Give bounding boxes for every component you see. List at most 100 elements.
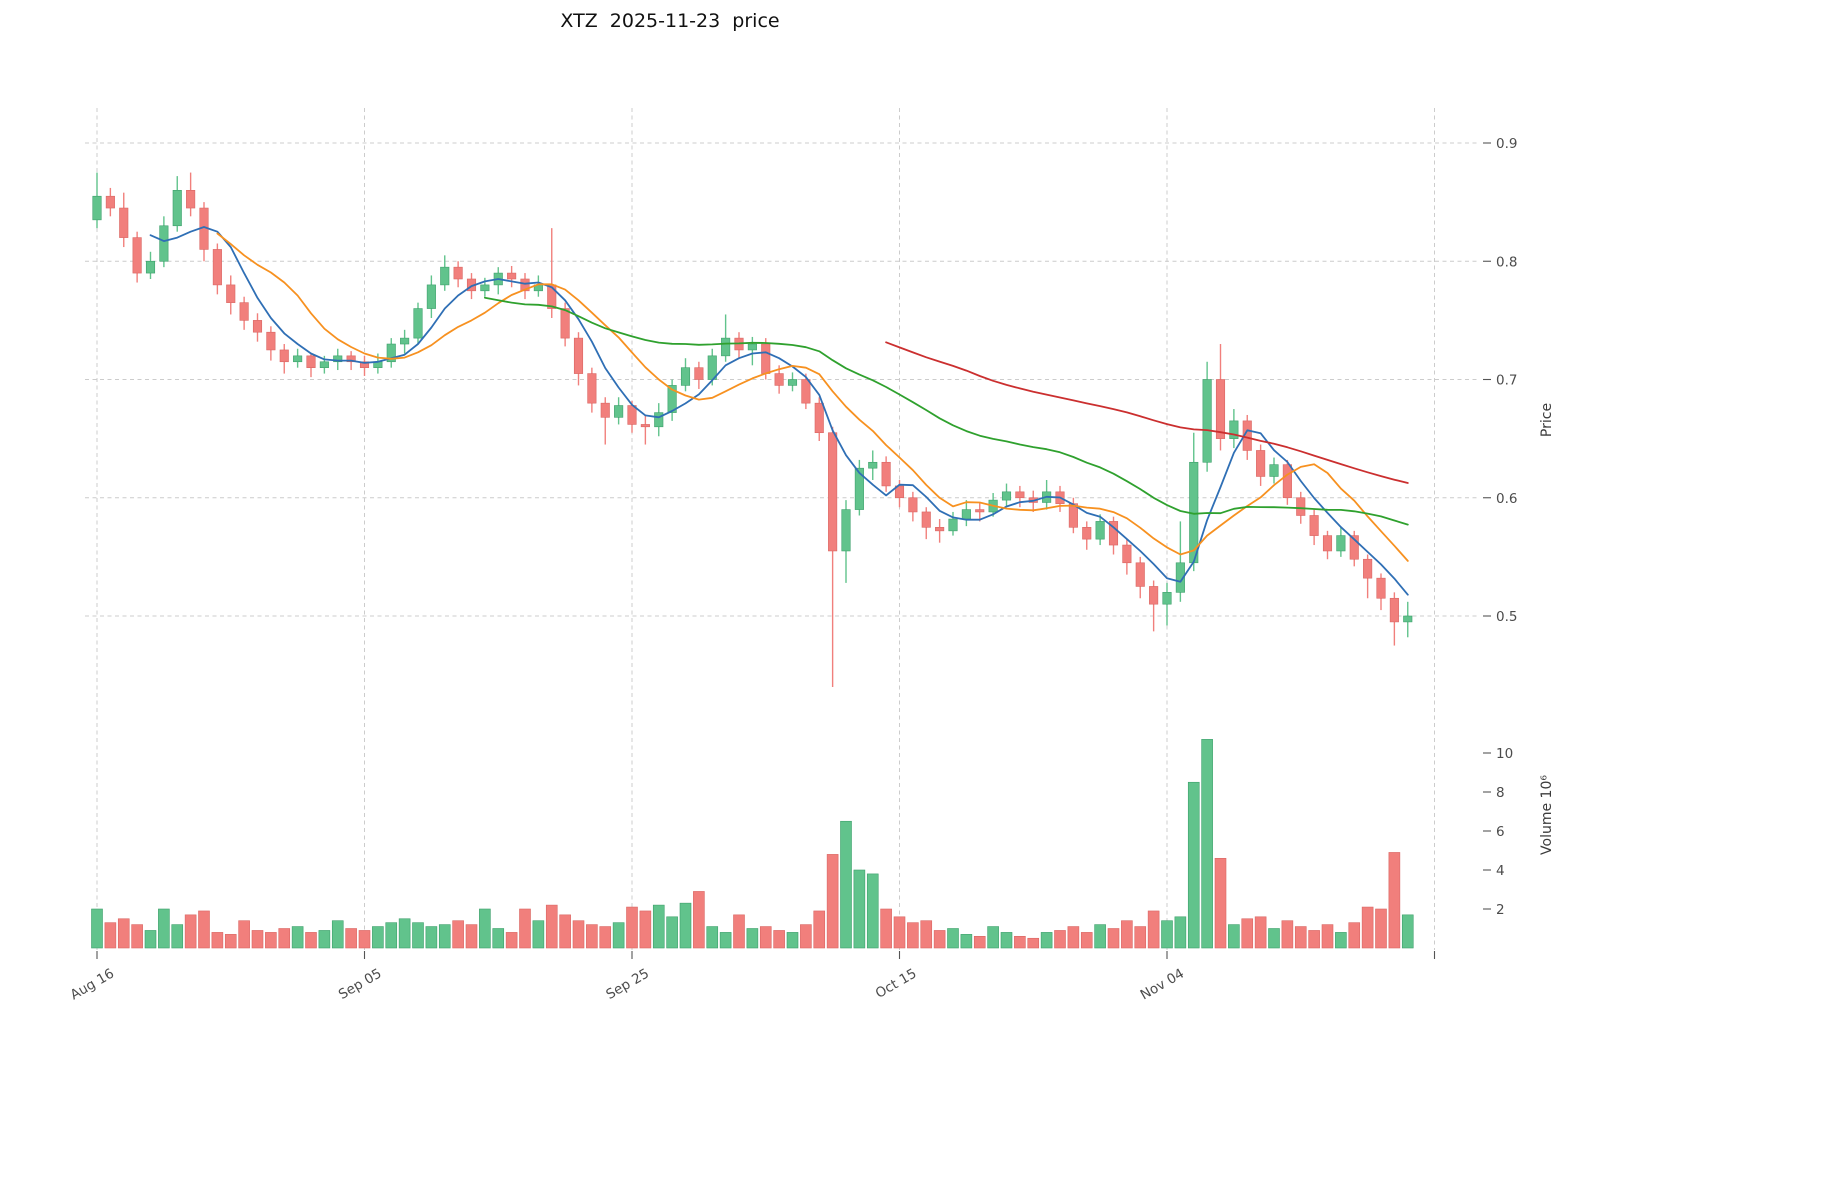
volume-bar [465,924,478,949]
candle-body [132,237,142,274]
volume-bar [1214,857,1227,949]
volume-bar [1241,918,1254,949]
candle-body [306,355,316,368]
candle-body [814,402,824,434]
volume-bar [452,920,464,949]
candle-body [667,385,677,413]
volume-bar [1040,932,1053,949]
volume-bar [960,934,973,949]
volume-bar [1228,924,1240,949]
volume-bar [238,920,250,949]
volume-bar [211,932,224,949]
volume-bar [358,930,371,949]
candle-body [787,379,798,386]
candle-body [1149,586,1159,605]
x-tick-label: Aug 16 [68,966,117,1004]
volume-tick-label: 6 [1496,824,1505,840]
candle-body [105,195,115,209]
volume-bar [1201,739,1213,949]
candle-body [654,412,664,428]
volume-bar [171,924,184,949]
candle-body [1108,521,1119,546]
volume-bar [479,908,491,949]
x-tick-label: Sep 05 [336,966,385,1003]
candle-body [721,337,731,357]
candle-body [333,355,343,363]
candle-body [948,518,958,532]
candle-body [480,284,490,292]
volume-bar [1335,932,1347,949]
candle-body [1202,379,1212,463]
candle-body [145,260,156,274]
volume-bar [1147,910,1160,949]
volume-bar [666,916,678,949]
volume-bar [1000,932,1013,949]
volume-bar [532,920,545,949]
volume-bar [626,906,638,949]
candle-body [319,361,329,368]
candle-body [1282,464,1292,499]
candle-body [159,225,169,262]
volume-bar [639,910,652,949]
candle-body [1269,464,1279,477]
volume-bar [987,926,999,949]
candle-body [854,467,864,510]
candle-body [1135,562,1145,587]
volume-bar [385,922,398,949]
volume-bar [104,922,117,949]
volume-bar [372,926,384,949]
volume-bar [278,928,291,949]
candle-body [908,497,918,513]
candle-body [252,320,263,333]
candle-body [279,349,289,363]
volume-bar [1254,916,1267,949]
volume-bar [1080,932,1093,949]
candle-body [614,405,624,418]
candle-body [413,308,423,339]
volume-bar [198,910,210,949]
volume-bar [612,922,625,949]
volume-bar [291,926,304,949]
candle-body [1296,497,1306,516]
candle-body [587,373,597,404]
volume-bar [947,928,959,949]
volume-bar [759,926,772,949]
volume-bar [853,869,866,949]
candle-body [1162,592,1172,605]
candle-body [186,190,196,209]
chart-title: XTZ 2025-11-23 price [560,10,780,32]
volume-axis-label: Volume 10⁶ [1539,775,1555,855]
volume-bar [1281,920,1294,949]
volume-bar [1014,935,1026,949]
volume-bar [1348,922,1361,949]
volume-bar [826,854,839,949]
candle-body [921,511,931,528]
volume-bar [1067,926,1080,949]
volume-bar [572,920,585,949]
price-tick-label: 0.8 [1496,254,1517,270]
price-tick-label: 0.5 [1496,609,1517,625]
candle-body [453,266,463,280]
volume-bar [733,914,745,949]
volume-bar [425,926,438,949]
candle-body [239,302,249,321]
volume-bar [1121,920,1133,949]
ma-slow-line [483,296,1409,526]
candle-body [935,527,945,532]
candle-body [1082,527,1092,540]
candle-body [841,509,851,552]
candle-body [640,424,650,428]
candle-body [680,367,691,386]
volume-bar [224,934,237,949]
candle-body [1309,515,1319,536]
candle-body [1215,379,1226,439]
candle-body [172,190,182,227]
candle-body [1122,544,1132,564]
candle-body [359,361,370,368]
price-axis-label: Price [1539,403,1555,437]
candle-body [774,373,784,386]
candle-body [1403,615,1413,623]
candle-body [1389,597,1399,623]
candle-body [1175,562,1185,593]
